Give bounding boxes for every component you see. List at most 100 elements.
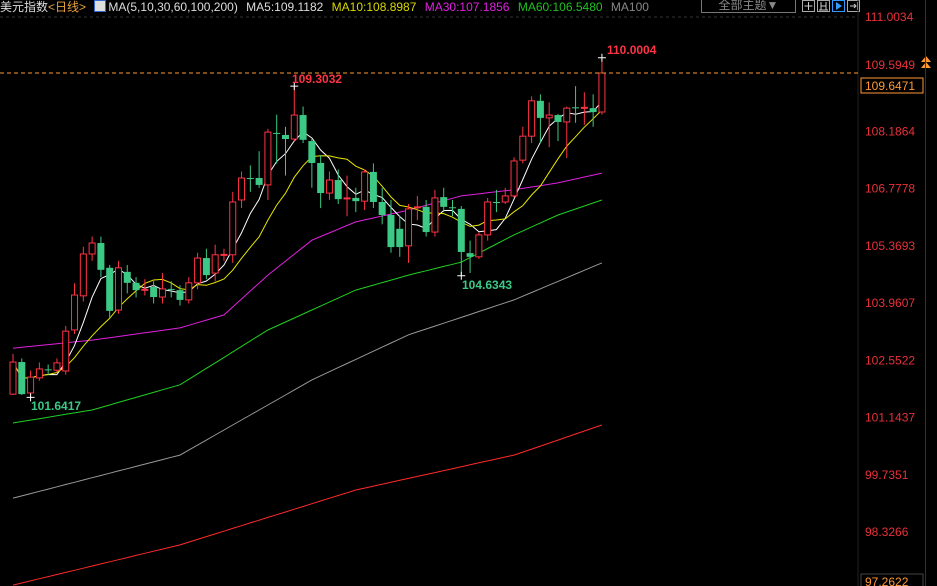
candle (62, 325, 70, 375)
range-icon[interactable] (817, 0, 830, 12)
y-tick-label: 98.3266 (865, 525, 909, 539)
candle-body (62, 330, 70, 372)
candle (405, 204, 413, 263)
candle (53, 358, 61, 373)
candle (273, 114, 281, 164)
candle (457, 206, 465, 276)
candle (343, 175, 351, 217)
y-tick-label: 102.5522 (865, 353, 915, 367)
crosshair-icon[interactable] (802, 0, 815, 12)
candle-body (308, 141, 316, 163)
high-label: 110.0004 (607, 43, 657, 57)
play-icon[interactable] (832, 0, 845, 12)
candle-body (123, 271, 131, 283)
candle-body (299, 115, 307, 140)
candle-body (484, 201, 492, 236)
candle-body (598, 72, 606, 113)
candle (396, 216, 404, 257)
candle (27, 370, 35, 398)
candle (79, 246, 87, 302)
candle (281, 126, 289, 176)
candle (185, 277, 193, 304)
candle-body (563, 107, 571, 123)
candle-body (53, 362, 61, 371)
candle-body (440, 197, 448, 207)
candle-body (27, 376, 35, 394)
candle (97, 236, 105, 278)
low-label: 101.6417 (31, 399, 81, 413)
candle (413, 195, 421, 221)
candle (220, 248, 228, 261)
candle (510, 157, 518, 198)
candle (325, 171, 333, 200)
candle-body (18, 362, 26, 395)
candle-body (79, 253, 87, 297)
min-price-box (860, 573, 924, 586)
candle-body (97, 243, 105, 270)
candle-body (290, 114, 298, 140)
chart-header: 美元指数<日线> MA(5,10,30,60,100,200) MA5:109.… (0, 0, 695, 16)
y-tick-label: 111.0034 (865, 10, 914, 24)
candle (378, 187, 386, 225)
side-panel (925, 0, 937, 586)
candle-body (492, 201, 500, 203)
candle (158, 273, 166, 304)
ma30-line (12, 172, 603, 349)
candle-body (387, 214, 395, 248)
indicator-icon[interactable] (94, 0, 107, 12)
candle-body (141, 288, 149, 291)
candle-body (325, 179, 333, 194)
candle (211, 244, 219, 282)
ma30-value: MA30:107.1856 (424, 0, 510, 14)
candle (387, 199, 395, 253)
current-price-box (860, 77, 924, 94)
candle (194, 252, 202, 290)
candle (475, 232, 483, 259)
candle-body (114, 267, 122, 311)
candle (132, 277, 140, 298)
symbol-name[interactable]: 美元指数 (0, 0, 49, 14)
candle-body (545, 114, 553, 119)
theme-dropdown[interactable]: 全部主题▼ (701, 0, 796, 13)
candle-body (255, 178, 263, 185)
candle-body (9, 361, 17, 395)
candle (308, 139, 316, 188)
extreme-marker (597, 53, 606, 62)
candle (369, 163, 377, 209)
candle-body (343, 197, 351, 200)
low-label: 104.6343 (462, 278, 512, 292)
candle-body (554, 115, 562, 122)
candle (290, 86, 298, 142)
candle-body (194, 257, 202, 284)
ma60-value: MA60:106.5480 (517, 0, 603, 14)
candle (18, 358, 26, 395)
candle (299, 106, 307, 144)
period-selector[interactable]: <日线> (48, 0, 87, 14)
candle-body (466, 253, 474, 257)
candle-body (528, 100, 536, 137)
candle-body (35, 368, 43, 379)
candle (466, 240, 474, 274)
candle-body (519, 135, 527, 161)
candle (229, 191, 237, 263)
candle (123, 264, 131, 294)
candle-body (431, 197, 439, 233)
y-tick-label: 108.1864 (865, 124, 915, 138)
candle-body (273, 132, 281, 134)
candle (264, 128, 272, 200)
candle-body (378, 201, 386, 215)
candle-body (88, 242, 96, 255)
candle (150, 281, 158, 304)
extreme-marker (290, 82, 299, 91)
candle (352, 187, 360, 213)
candle (88, 236, 96, 261)
y-tick-label: 109.5949 (865, 58, 915, 72)
ma60-line (12, 199, 603, 424)
candle-body (211, 254, 219, 274)
candle (106, 264, 114, 318)
extreme-marker (26, 393, 35, 402)
candle (589, 94, 597, 127)
candle (422, 199, 430, 237)
candle-body (132, 282, 140, 291)
